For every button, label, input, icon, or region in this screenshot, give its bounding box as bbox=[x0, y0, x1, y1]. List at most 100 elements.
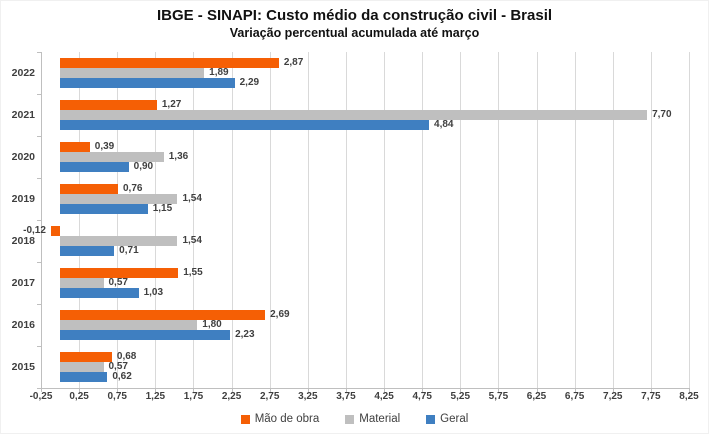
bar-mão-de-obra bbox=[50, 226, 61, 236]
bar-material bbox=[60, 194, 178, 204]
x-axis-label: 3,75 bbox=[336, 391, 356, 402]
x-axis-tick bbox=[193, 388, 195, 392]
year-label: 2021 bbox=[11, 109, 35, 121]
bar-value-label: 1,03 bbox=[143, 287, 164, 298]
year-label: 2016 bbox=[11, 319, 35, 331]
gridline bbox=[384, 52, 386, 388]
x-axis-label: 0,25 bbox=[69, 391, 89, 402]
legend-item: Material bbox=[345, 413, 400, 425]
x-axis-label: 5,75 bbox=[488, 391, 509, 402]
bar-mão-de-obra bbox=[60, 58, 279, 68]
bar-value-label: 1,27 bbox=[161, 99, 182, 110]
x-axis-tick bbox=[574, 388, 576, 392]
legend-label: Geral bbox=[440, 413, 469, 425]
legend-swatch-icon bbox=[240, 414, 250, 424]
x-axis-label: 3,25 bbox=[298, 391, 318, 402]
x-axis-tick bbox=[612, 388, 614, 392]
category-axis-tick bbox=[37, 178, 41, 179]
gridline bbox=[536, 52, 538, 388]
bar-material bbox=[60, 110, 648, 120]
bar-mão-de-obra bbox=[60, 184, 118, 194]
x-axis-label: 4,25 bbox=[374, 391, 394, 402]
year-label: 2015 bbox=[11, 361, 35, 373]
x-axis-label: 2,25 bbox=[221, 391, 242, 402]
x-axis-label: 6,25 bbox=[526, 391, 547, 402]
plot-area: 2022 2,87 1,89 2,29 2021 1,27 7,70 4,84 2020 0,39… bbox=[12, 52, 690, 392]
bar-value-label: 2,29 bbox=[239, 77, 260, 88]
bar-value-label: 0,57 bbox=[108, 361, 128, 372]
x-axis-tick bbox=[117, 388, 119, 392]
bar-value-label: 2,69 bbox=[270, 309, 290, 320]
gridline bbox=[79, 52, 81, 388]
bar-value-label: 2,87 bbox=[283, 57, 304, 68]
gridline bbox=[231, 52, 233, 388]
legend-label: Mão de obra bbox=[254, 413, 320, 425]
x-axis-tick bbox=[41, 388, 42, 392]
year-label: 2018 bbox=[11, 235, 35, 247]
bar-mão-de-obra bbox=[60, 142, 90, 152]
bar-value-label: 2,23 bbox=[235, 329, 255, 340]
year-label: 2017 bbox=[11, 277, 35, 289]
bar-value-label: 0,57 bbox=[108, 277, 128, 288]
value-axis-line bbox=[41, 388, 689, 389]
x-axis-tick bbox=[536, 388, 538, 392]
bar-value-label: -0,12 bbox=[23, 225, 46, 236]
bar-geral bbox=[60, 78, 235, 88]
bar-material bbox=[60, 236, 178, 246]
legend-item: Mão de obra bbox=[240, 413, 320, 425]
x-axis-tick bbox=[498, 388, 500, 392]
chart-subtitle: Variação percentual acumulada até março bbox=[229, 26, 480, 40]
x-axis-label: 2,75 bbox=[259, 391, 280, 402]
legend-item: Geral bbox=[426, 413, 468, 425]
gridline bbox=[193, 52, 195, 388]
x-axis-label: 4,75 bbox=[412, 391, 432, 402]
x-axis-label: -0,25 bbox=[29, 391, 53, 402]
category-axis-line bbox=[41, 52, 42, 388]
x-axis-tick bbox=[79, 388, 81, 392]
chart-title: IBGE - SINAPI: Custo médio da construção… bbox=[156, 7, 553, 24]
bar-material bbox=[60, 278, 104, 288]
x-axis-label: 7,75 bbox=[641, 391, 661, 402]
bar-value-label: 1,55 bbox=[183, 267, 203, 278]
gridline bbox=[460, 52, 462, 388]
x-axis-label: 6,75 bbox=[564, 391, 585, 402]
x-axis-tick bbox=[231, 388, 233, 392]
gridline bbox=[269, 52, 271, 388]
bar-value-label: 1,54 bbox=[182, 193, 202, 204]
bar-value-label: 1,54 bbox=[182, 235, 202, 246]
bar-value-label: 0,62 bbox=[112, 371, 132, 382]
bar-geral bbox=[60, 330, 231, 340]
x-axis-tick bbox=[422, 388, 424, 392]
bar-geral bbox=[60, 162, 129, 172]
bar-mão-de-obra bbox=[60, 100, 157, 110]
gridline bbox=[689, 52, 690, 388]
legend-swatch-icon bbox=[345, 414, 355, 424]
bar-geral bbox=[60, 246, 115, 256]
x-axis-label: 7,25 bbox=[603, 391, 623, 402]
bar-mão-de-obra bbox=[60, 352, 112, 362]
category-axis-tick bbox=[37, 346, 41, 347]
x-axis-label: 0,75 bbox=[107, 391, 127, 402]
gridline bbox=[345, 52, 347, 388]
bar-material bbox=[60, 320, 198, 330]
category-axis-tick bbox=[37, 94, 41, 95]
year-label: 2020 bbox=[11, 151, 35, 163]
bar-value-label: 0,39 bbox=[94, 141, 115, 152]
x-axis-tick bbox=[460, 388, 462, 392]
category-axis-tick bbox=[37, 388, 41, 389]
x-axis-tick bbox=[155, 388, 157, 392]
bar-value-label: 1,80 bbox=[202, 319, 222, 330]
category-axis-tick bbox=[37, 220, 41, 221]
x-axis-tick bbox=[650, 388, 652, 392]
category-axis-tick bbox=[37, 304, 41, 305]
gridline bbox=[612, 52, 614, 388]
bar-value-label: 0,76 bbox=[122, 183, 143, 194]
bar-value-label: 1,36 bbox=[168, 151, 189, 162]
bar-geral bbox=[60, 120, 430, 130]
bar-value-label: 1,89 bbox=[209, 67, 229, 78]
x-axis-label: 8,25 bbox=[679, 391, 699, 402]
year-label: 2019 bbox=[11, 193, 35, 205]
x-axis-tick bbox=[307, 388, 309, 392]
x-axis: -0,25 0,25 0,75 1,25 1,75 2,25 2,75 3,25 3,75 4,2… bbox=[30, 391, 699, 405]
